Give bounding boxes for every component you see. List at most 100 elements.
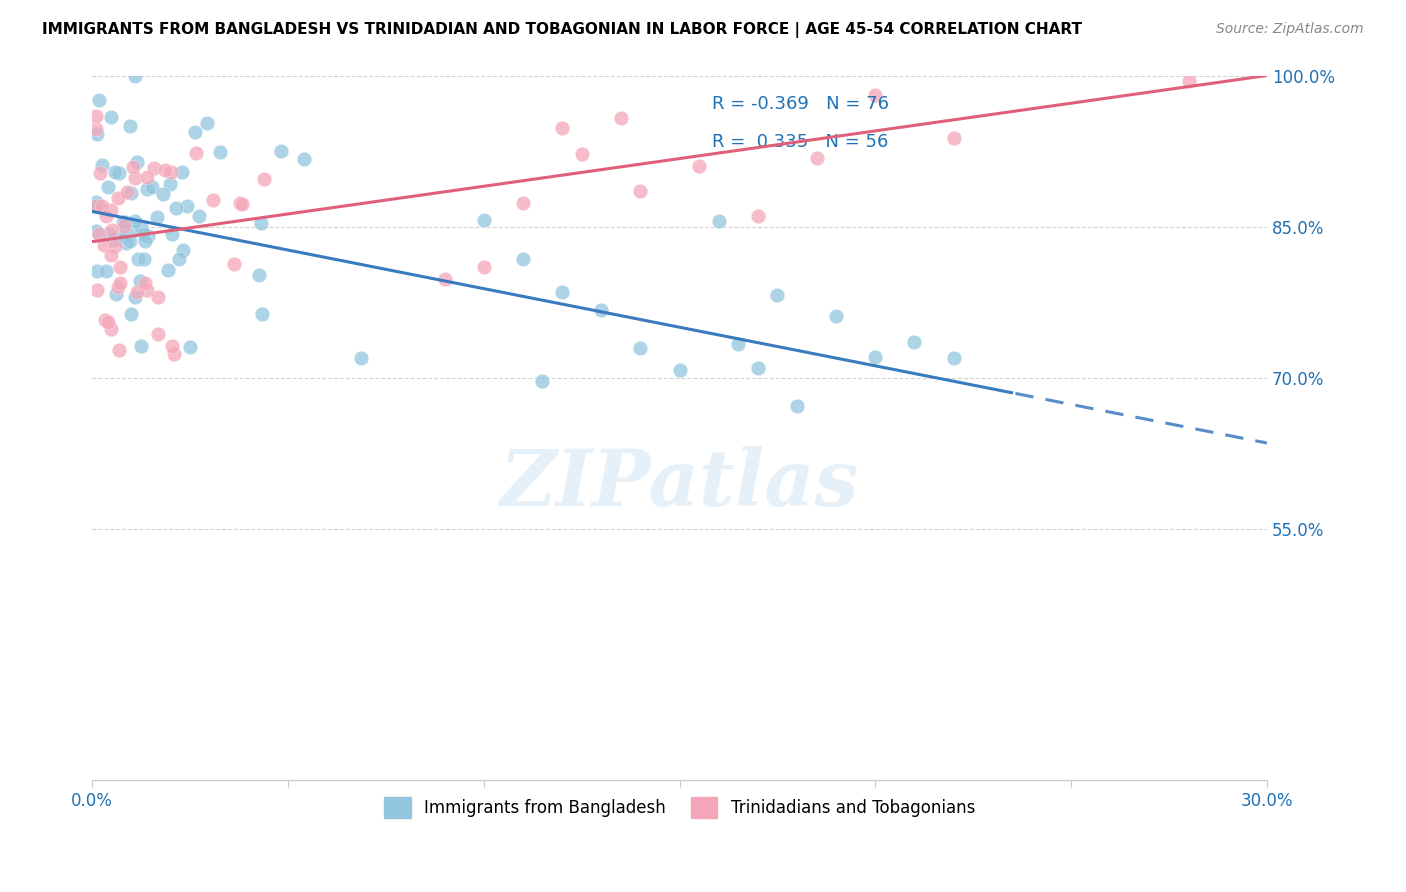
Text: ZIPatlas: ZIPatlas: [501, 446, 859, 523]
Point: [115, 236, 138, 251]
Point: [202, 193, 225, 207]
Point: [146, 210, 169, 224]
Point: [134, 234, 156, 248]
Point: [247, 268, 270, 283]
Point: [135, 170, 157, 185]
Point: [727, 336, 749, 351]
Point: [91, 199, 114, 213]
Point: [120, 186, 142, 201]
Point: [93, 238, 115, 252]
Point: [184, 125, 207, 139]
Point: [134, 276, 156, 290]
Point: [146, 290, 169, 304]
Point: [172, 243, 194, 257]
Point: [103, 239, 125, 253]
Point: [84, 224, 107, 238]
Point: [825, 310, 848, 324]
Point: [250, 307, 273, 321]
Point: [100, 203, 122, 218]
Point: [865, 88, 887, 103]
Point: [111, 215, 134, 229]
Point: [84, 194, 107, 209]
Point: [184, 146, 207, 161]
Point: [87, 199, 110, 213]
Point: [688, 159, 710, 173]
Point: [105, 287, 128, 301]
Point: [571, 147, 593, 161]
Point: [128, 274, 150, 288]
Point: [350, 351, 373, 366]
Point: [120, 307, 142, 321]
Point: [155, 163, 177, 178]
Point: [108, 260, 131, 274]
Point: [253, 172, 276, 186]
Point: [124, 290, 146, 304]
Point: [152, 186, 174, 201]
Point: [136, 283, 159, 297]
Point: [87, 94, 110, 108]
Point: [610, 111, 633, 125]
Point: [512, 252, 534, 267]
Point: [170, 165, 193, 179]
Legend: Immigrants from Bangladesh, Trinidadians and Tobagonians: Immigrants from Bangladesh, Trinidadians…: [377, 790, 981, 825]
Point: [100, 322, 122, 336]
Point: [591, 303, 613, 318]
Point: [97, 315, 120, 329]
Point: [103, 233, 125, 247]
Point: [942, 131, 965, 145]
Point: [142, 161, 165, 175]
Point: [129, 339, 152, 353]
Point: [163, 347, 186, 361]
Point: [121, 221, 143, 235]
Point: [806, 152, 828, 166]
Point: [86, 128, 108, 142]
Point: [86, 263, 108, 277]
Point: [176, 199, 198, 213]
Point: [91, 158, 114, 172]
Point: [107, 191, 129, 205]
Text: Source: ZipAtlas.com: Source: ZipAtlas.com: [1216, 22, 1364, 37]
Point: [551, 285, 574, 299]
Point: [707, 213, 730, 227]
Point: [551, 120, 574, 135]
Point: [84, 110, 107, 124]
Point: [228, 195, 250, 210]
Point: [135, 182, 157, 196]
Point: [162, 227, 184, 241]
Point: [98, 227, 121, 242]
Point: [865, 351, 887, 365]
Point: [222, 257, 245, 271]
Point: [124, 69, 146, 83]
Point: [118, 119, 141, 133]
Text: R =  0.335   N = 56: R = 0.335 N = 56: [713, 133, 889, 151]
Point: [231, 197, 253, 211]
Point: [84, 121, 107, 136]
Point: [136, 229, 159, 244]
Point: [104, 164, 127, 178]
Point: [122, 160, 145, 174]
Point: [165, 202, 187, 216]
Point: [531, 374, 554, 388]
Point: [766, 288, 789, 302]
Point: [162, 339, 184, 353]
Point: [107, 280, 129, 294]
Point: [433, 272, 456, 286]
Point: [117, 186, 139, 200]
Point: [747, 361, 769, 376]
Point: [127, 285, 149, 299]
Point: [747, 209, 769, 223]
Point: [124, 213, 146, 227]
Point: [195, 116, 218, 130]
Point: [159, 165, 181, 179]
Point: [100, 247, 122, 261]
Point: [1177, 73, 1199, 87]
Text: R = -0.369   N = 76: R = -0.369 N = 76: [713, 95, 890, 112]
Point: [94, 210, 117, 224]
Point: [628, 341, 651, 355]
Point: [942, 351, 965, 365]
Point: [141, 180, 163, 194]
Point: [250, 216, 273, 230]
Point: [159, 177, 181, 191]
Text: IMMIGRANTS FROM BANGLADESH VS TRINIDADIAN AND TOBAGONIAN IN LABOR FORCE | AGE 45: IMMIGRANTS FROM BANGLADESH VS TRINIDADIA…: [42, 22, 1083, 38]
Point: [169, 252, 191, 266]
